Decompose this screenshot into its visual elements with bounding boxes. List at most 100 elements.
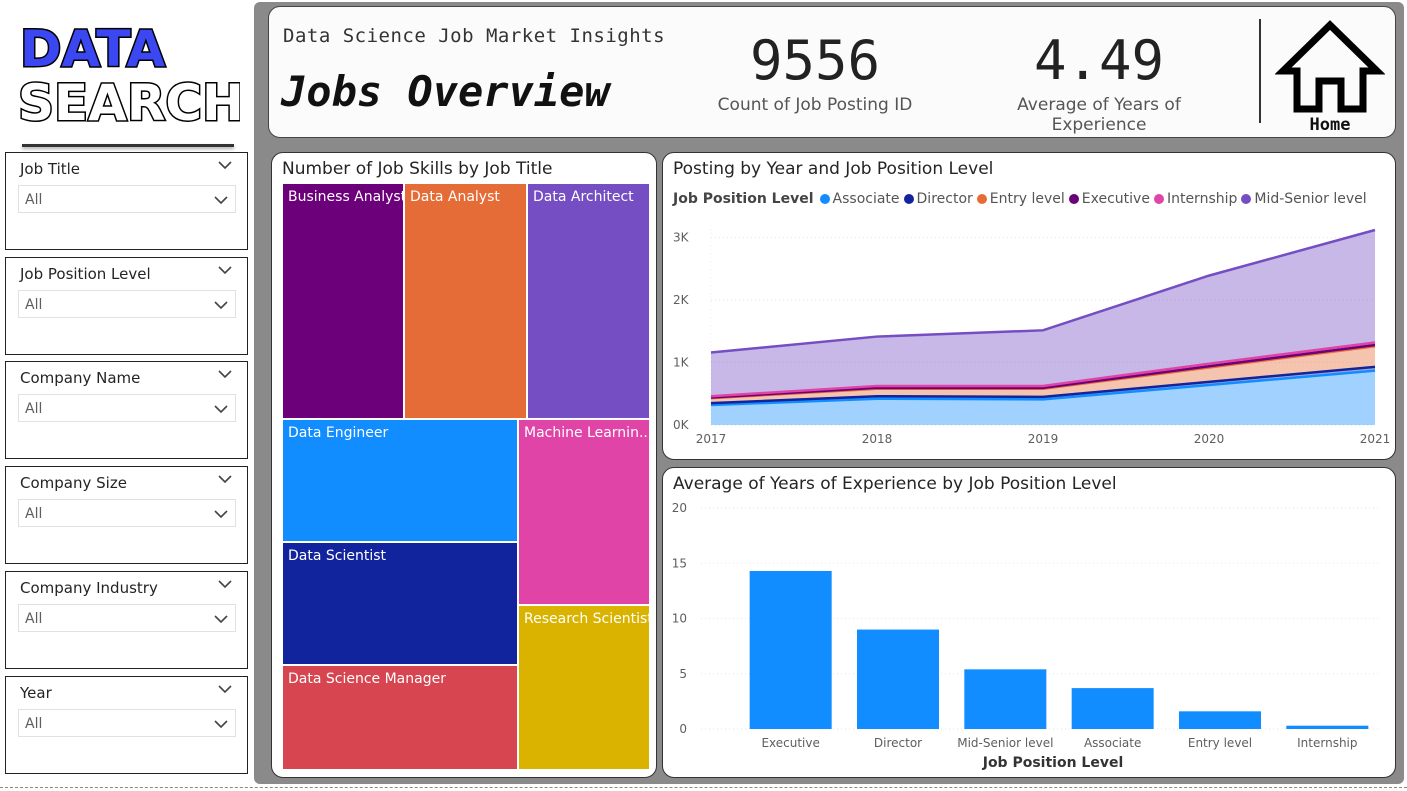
legend-swatch bbox=[903, 194, 914, 204]
slicer-title: Company Size bbox=[20, 474, 127, 492]
y-tick-label: 1K bbox=[673, 356, 690, 370]
slicer-dropdown[interactable]: All bbox=[18, 290, 236, 318]
slicer-company-name: Company Name All bbox=[5, 361, 248, 459]
slicer-title: Year bbox=[20, 684, 52, 702]
slicer-dropdown[interactable]: All bbox=[18, 604, 236, 632]
area-chart-card: Posting by Year and Job Position Level J… bbox=[662, 152, 1396, 460]
slicer-dropdown[interactable]: All bbox=[18, 185, 236, 213]
legend-label: Director bbox=[916, 191, 973, 207]
series-line-internship[interactable] bbox=[710, 341, 1376, 398]
chevron-down-icon bbox=[218, 370, 232, 379]
legend-label: Executive bbox=[1081, 191, 1150, 207]
logo-divider bbox=[22, 144, 234, 147]
legend-title: Job Position Level bbox=[673, 191, 814, 207]
x-tick-label: Mid-Senior level bbox=[957, 736, 1053, 750]
kpi-job-count-value: 9556 bbox=[749, 29, 881, 92]
x-tick-label: 2018 bbox=[862, 432, 893, 446]
home-label: Home bbox=[1309, 115, 1351, 135]
y-tick-label: 0 bbox=[679, 722, 687, 736]
legend-label: Internship bbox=[1166, 191, 1238, 207]
x-tick-label: 2017 bbox=[696, 432, 727, 446]
x-tick-label: Entry level bbox=[1188, 736, 1252, 750]
slicer-dropdown[interactable]: All bbox=[18, 709, 236, 737]
treemap-tile[interactable]: Data Architect bbox=[527, 183, 650, 419]
series-line-associate[interactable] bbox=[710, 369, 1376, 407]
page-title: Jobs Overview bbox=[281, 67, 610, 116]
slicer-selected-value: All bbox=[25, 611, 43, 627]
treemap-tile[interactable]: Machine Learnin... bbox=[518, 419, 650, 605]
treemap-title: Number of Job Skills by Job Title bbox=[282, 159, 553, 179]
treemap-tile[interactable]: Data Scientist bbox=[282, 542, 518, 665]
chevron-down-icon bbox=[214, 405, 228, 414]
home-icon bbox=[1274, 20, 1386, 113]
bar-chart-title: Average of Years of Experience by Job Po… bbox=[673, 474, 1117, 494]
treemap-tile[interactable]: Data Science Manager bbox=[282, 665, 518, 770]
area-associate[interactable] bbox=[711, 370, 1375, 425]
slicer-company-industry: Company Industry All bbox=[5, 571, 248, 669]
bar[interactable] bbox=[1286, 725, 1369, 729]
slicer-selected-value: All bbox=[25, 192, 43, 208]
x-tick-label: Director bbox=[874, 736, 922, 750]
treemap-tile[interactable]: Business Analyst bbox=[282, 183, 404, 419]
y-tick-label: 0K bbox=[673, 418, 690, 432]
legend-label: Mid-Senior level bbox=[1254, 191, 1367, 207]
bar[interactable] bbox=[1071, 688, 1154, 729]
bar[interactable] bbox=[1179, 711, 1261, 729]
chevron-down-icon bbox=[218, 580, 232, 589]
series-line-director[interactable] bbox=[710, 365, 1376, 405]
treemap-tile[interactable]: Data Analyst bbox=[404, 183, 527, 419]
legend-swatch bbox=[1241, 194, 1252, 204]
chevron-down-icon bbox=[214, 615, 228, 624]
x-tick-label: Associate bbox=[1084, 736, 1141, 750]
kpi-avg-experience-label: Average of Years of Experience bbox=[1017, 95, 1181, 135]
legend-label: Entry level bbox=[989, 191, 1065, 207]
legend-item[interactable]: Mid-Senior level bbox=[1241, 191, 1367, 207]
x-tick-label: Executive bbox=[761, 736, 819, 750]
x-tick-label: 2019 bbox=[1028, 432, 1059, 446]
legend-item[interactable]: Executive bbox=[1068, 191, 1150, 207]
slicer-selected-value: All bbox=[25, 506, 43, 522]
y-tick-label: 15 bbox=[672, 556, 687, 570]
bar[interactable] bbox=[749, 570, 832, 729]
legend-item[interactable]: Director bbox=[903, 191, 973, 207]
treemap-tile[interactable]: Research Scientist bbox=[518, 605, 650, 770]
slicer-dropdown[interactable]: All bbox=[18, 394, 236, 422]
logo-line1: DATA bbox=[20, 20, 166, 78]
logo-line2: SEARCH bbox=[18, 74, 240, 130]
chevron-down-icon bbox=[214, 196, 228, 205]
x-tick-label: Internship bbox=[1297, 736, 1357, 750]
chevron-down-icon bbox=[214, 510, 228, 519]
series-line-executive[interactable] bbox=[710, 343, 1376, 399]
legend-item[interactable]: Associate bbox=[819, 191, 900, 207]
bar-chart: 0 5 10 15 20 Executive Director Mid-Senior leve… bbox=[672, 501, 1381, 771]
chevron-down-icon bbox=[218, 161, 232, 170]
legend-item[interactable]: Entry level bbox=[976, 191, 1065, 207]
x-tick-label: 2021 bbox=[1360, 432, 1391, 446]
slicer-company-size: Company Size All bbox=[5, 466, 248, 564]
treemap-card: Number of Job Skills by Job Title Busine… bbox=[271, 152, 657, 778]
area-chart-legend: Job Position Level Associate Director Entry… bbox=[673, 191, 1371, 207]
chevron-down-icon bbox=[218, 475, 232, 484]
slicer-selected-value: All bbox=[25, 297, 43, 313]
y-tick-label: 5 bbox=[679, 667, 687, 681]
treemap-tile[interactable]: Data Engineer bbox=[282, 419, 518, 542]
slicer-title: Job Position Level bbox=[20, 265, 151, 283]
legend-swatch bbox=[1153, 194, 1164, 204]
slicer-title: Job Title bbox=[20, 160, 81, 178]
slicer-year: Year All bbox=[5, 676, 248, 774]
legend-item[interactable]: Internship bbox=[1153, 191, 1238, 207]
report-subtitle: Data Science Job Market Insights bbox=[283, 25, 666, 47]
y-tick-label: 2K bbox=[673, 293, 690, 307]
y-tick-label: 10 bbox=[672, 612, 687, 626]
kpi-avg-experience-value: 4.49 bbox=[1033, 29, 1165, 92]
bar[interactable] bbox=[964, 669, 1047, 729]
bar-chart-card: Average of Years of Experience by Job Po… bbox=[662, 467, 1396, 778]
slicer-selected-value: All bbox=[25, 401, 43, 417]
bar[interactable] bbox=[857, 629, 939, 729]
area-mid-senior-level[interactable] bbox=[711, 230, 1375, 397]
slicer-dropdown[interactable]: All bbox=[18, 499, 236, 527]
chevron-down-icon bbox=[214, 720, 228, 729]
chevron-down-icon bbox=[214, 301, 228, 310]
home-button[interactable]: Home bbox=[1274, 19, 1386, 135]
series-line-mid-senior-level[interactable] bbox=[710, 228, 1376, 354]
